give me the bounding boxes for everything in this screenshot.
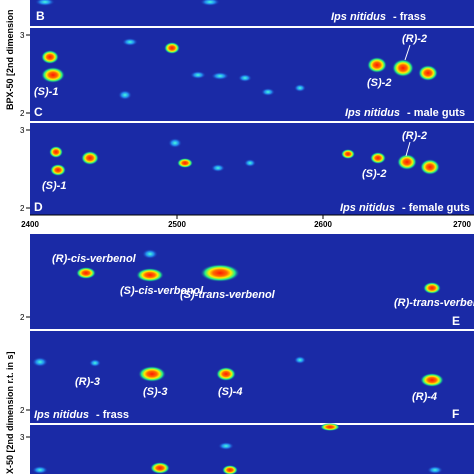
bottom-plot-area (30, 234, 474, 474)
peak-label: (R)-2 (402, 130, 427, 142)
peak (320, 423, 340, 431)
y-tick-label: 3 (20, 126, 25, 135)
peak (150, 462, 170, 474)
peak (370, 152, 386, 164)
peak (50, 164, 66, 176)
peak (200, 264, 240, 282)
top-y-axis-title: BPX-50 [2nd dimension (5, 9, 15, 110)
peak (76, 267, 96, 279)
peak (136, 268, 164, 282)
top-plot-area (30, 0, 474, 215)
y-tick-label: 2 (20, 406, 25, 415)
peak-label: (S)-4 (218, 386, 242, 398)
panel-letter-f: F (452, 407, 459, 421)
x-tick-label: 2600 (314, 220, 332, 229)
y-tick-label: 3 (20, 31, 25, 40)
panel-letter-c: C (34, 105, 43, 119)
peak (423, 282, 441, 294)
panel-b: B Ips nitidus - frass (35, 0, 426, 23)
y-tick-label: 2 (20, 204, 25, 213)
panel-d-sample: - female guts (402, 202, 470, 214)
panel-g-partial (32, 423, 443, 474)
y-tick-label: 2 (20, 313, 25, 322)
peak (420, 159, 440, 175)
peak (222, 465, 238, 474)
peak-label: (S)-3 (143, 386, 167, 398)
peak-label: (S)-2 (362, 168, 386, 180)
peak-label: (S)-1 (42, 180, 66, 192)
peak (420, 373, 444, 387)
panel-b-sample: - frass (393, 11, 426, 23)
panel-letter-d: D (34, 200, 43, 214)
peak-label: (S)-cis-verbenol (120, 285, 204, 297)
y-tick-label: 3 (20, 433, 25, 442)
peak (392, 59, 414, 77)
panel-d: (S)-1 (S)-2 (R)-2 D Ips nitidus - female… (34, 130, 470, 214)
peak-label: (S)-2 (367, 77, 391, 89)
panel-c-species: Ips nitidus (345, 107, 400, 119)
peak-label: (R)-2 (402, 33, 427, 45)
panel-c: (S)-1 (S)-2 (R)-2 C Ips nitidus - male g… (34, 33, 465, 119)
peak-label: (R)-3 (75, 376, 100, 388)
panel-f-sample: - frass (96, 409, 129, 421)
bottom-y-axis-title: X-50 [2nd dimension r.t. in s] (5, 351, 15, 474)
peak (341, 149, 355, 159)
panel-letter-e: E (452, 314, 460, 328)
peak-label: (R)-trans-verbenol (394, 297, 474, 309)
peak (164, 42, 180, 54)
panel-e: (R)-cis-verbenol (S)-cis-verbenol (S)-tr… (52, 249, 474, 328)
x-tick-label: 2500 (168, 220, 186, 229)
peak (81, 151, 99, 165)
peak (138, 366, 166, 382)
panel-b-species: Ips nitidus (331, 11, 386, 23)
peak (49, 146, 63, 158)
peak (367, 57, 387, 73)
x-tick-label: 2700 (453, 220, 471, 229)
peak (41, 67, 65, 83)
panel-c-sample: - male guts (407, 107, 465, 119)
y-tick-label: 2 (20, 109, 25, 118)
peak (216, 367, 236, 381)
peak-label: (S)-trans-verbenol (180, 289, 276, 301)
panel-f: (R)-3 (S)-3 (S)-4 (R)-4 Ips nitidus - fr… (32, 356, 459, 421)
peak-label: (R)-cis-verbenol (52, 253, 137, 265)
peak (397, 154, 417, 170)
x-tick-label: 2400 (21, 220, 39, 229)
panel-letter-b: B (36, 9, 45, 23)
panel-f-species: Ips nitidus (34, 409, 89, 421)
peak (418, 65, 438, 81)
panel-d-species: Ips nitidus (340, 202, 395, 214)
peak-label: (S)-1 (34, 86, 58, 98)
peak (177, 158, 193, 168)
peak-label: (R)-4 (412, 391, 437, 403)
peak (41, 50, 59, 64)
